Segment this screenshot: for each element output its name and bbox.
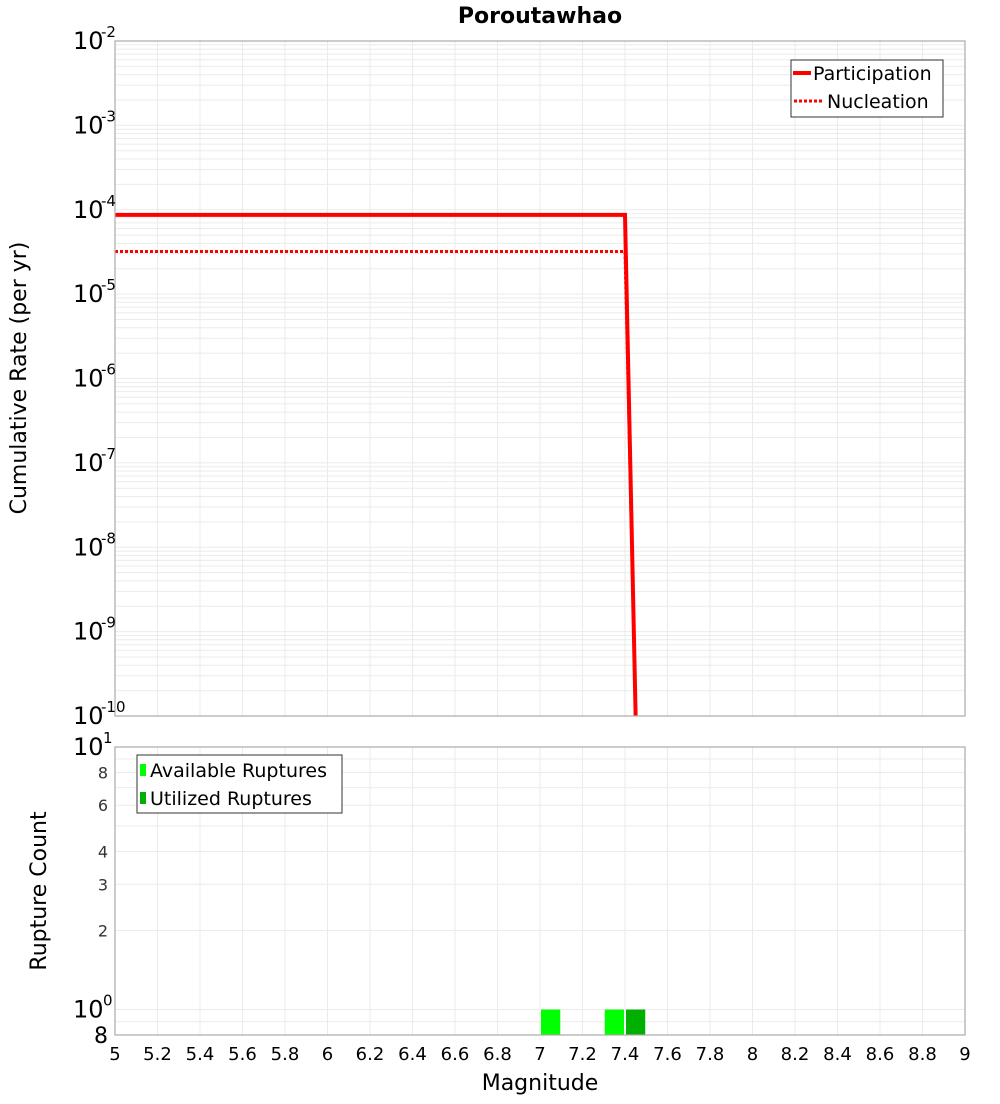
y-tick-exponent: -8 [101, 529, 116, 547]
x-tick-label: 5.4 [186, 1044, 215, 1065]
y-tick-label: 10 [73, 449, 104, 477]
bottom-plot-rupture-count: 101100864328 55.25.45.65.866.26.46.66.87… [27, 729, 971, 1096]
x-tick-label: 7.4 [611, 1044, 640, 1065]
x-tick-label: 7.8 [696, 1044, 725, 1065]
available-ruptures-bar [605, 1010, 624, 1035]
x-tick-label: 5.8 [271, 1044, 300, 1065]
y-tick-label: 2 [98, 922, 108, 941]
bottom-legend: Available Ruptures Utilized Ruptures [137, 755, 342, 813]
x-tick-label: 6.8 [483, 1044, 512, 1065]
x-tick-label: 7 [534, 1044, 545, 1065]
chart-title: Poroutawhao [458, 4, 622, 29]
chart-figure: Poroutawhao 10-210-310-410-510-610-710-8… [0, 0, 1000, 1100]
utilized-legend-swatch [140, 792, 146, 804]
y-tick-exponent: -7 [101, 445, 116, 463]
y-tick-exponent: -6 [101, 361, 116, 379]
x-tick-label: 9 [959, 1044, 970, 1065]
y-tick-label: 8 [94, 1024, 108, 1049]
bottom-y-axis-label: Rupture Count [27, 811, 52, 971]
y-tick-exponent: -9 [101, 614, 116, 632]
y-tick-label: 10 [73, 702, 104, 730]
y-tick-exponent: 1 [103, 729, 113, 747]
y-tick-label: 3 [98, 875, 108, 894]
x-tick-labels: 5 5.2 5.4 5.6 5.8 6 6.2 6.4 6.6 6.8 7 7.2 7.4 7.6 7.8 8… [109, 1044, 970, 1065]
available-legend-label: Available Ruptures [150, 760, 327, 782]
x-tick-label: 6.6 [441, 1044, 470, 1065]
top-gridlines [115, 41, 965, 716]
y-tick-exponent: -5 [101, 276, 116, 294]
x-tick-label: 6.4 [398, 1044, 427, 1065]
x-tick-label: 8 [747, 1044, 758, 1065]
chart-svg: Poroutawhao 10-210-310-410-510-610-710-8… [0, 0, 1000, 1100]
x-axis-label: Magnitude [482, 1071, 599, 1096]
participation-legend-label: Participation [813, 63, 932, 85]
top-y-axis-label: Cumulative Rate (per yr) [7, 242, 32, 515]
x-tick-label: 8.4 [823, 1044, 852, 1065]
x-tick-label: 5.2 [143, 1044, 172, 1065]
y-tick-label: 10 [73, 111, 104, 139]
y-tick-label: 10 [73, 533, 104, 561]
y-tick-label: 10 [73, 196, 104, 224]
x-tick-label: 7.2 [568, 1044, 597, 1065]
y-tick-label: 10 [73, 996, 104, 1024]
x-tick-label: 6.2 [356, 1044, 385, 1065]
y-tick-exponent: 0 [103, 992, 113, 1010]
x-tick-label: 8.2 [781, 1044, 810, 1065]
x-tick-label: 6 [322, 1044, 333, 1065]
x-tick-label: 5 [109, 1044, 120, 1065]
available-legend-swatch [140, 764, 146, 776]
y-tick-exponent: -3 [101, 107, 116, 125]
y-tick-label: 10 [73, 733, 104, 761]
bottom-y-tick-labels: 101100864328 [73, 729, 113, 1049]
y-tick-label: 10 [73, 27, 104, 55]
y-tick-label: 8 [98, 763, 108, 782]
y-tick-label: 10 [73, 365, 104, 393]
y-tick-label: 4 [98, 842, 108, 861]
y-tick-label: 6 [98, 796, 108, 815]
top-plot-rate: 10-210-310-410-510-610-710-810-910-10 Cu… [7, 23, 965, 730]
x-tick-label: 8.6 [866, 1044, 895, 1065]
utilized-legend-label: Utilized Ruptures [150, 788, 312, 810]
x-tick-label: 7.6 [653, 1044, 682, 1065]
nucleation-legend-label: Nucleation [827, 91, 929, 113]
x-tick-label: 5.6 [228, 1044, 257, 1065]
y-tick-label: 10 [73, 280, 104, 308]
x-tick-label: 8.8 [908, 1044, 937, 1065]
y-tick-exponent: -10 [101, 698, 126, 716]
y-tick-label: 10 [73, 618, 104, 646]
y-tick-exponent: -4 [101, 192, 116, 210]
utilized-ruptures-bar [626, 1010, 645, 1035]
top-legend: Participation Nucleation [791, 60, 943, 117]
y-tick-exponent: -2 [101, 23, 116, 41]
available-ruptures-bar [541, 1010, 560, 1035]
